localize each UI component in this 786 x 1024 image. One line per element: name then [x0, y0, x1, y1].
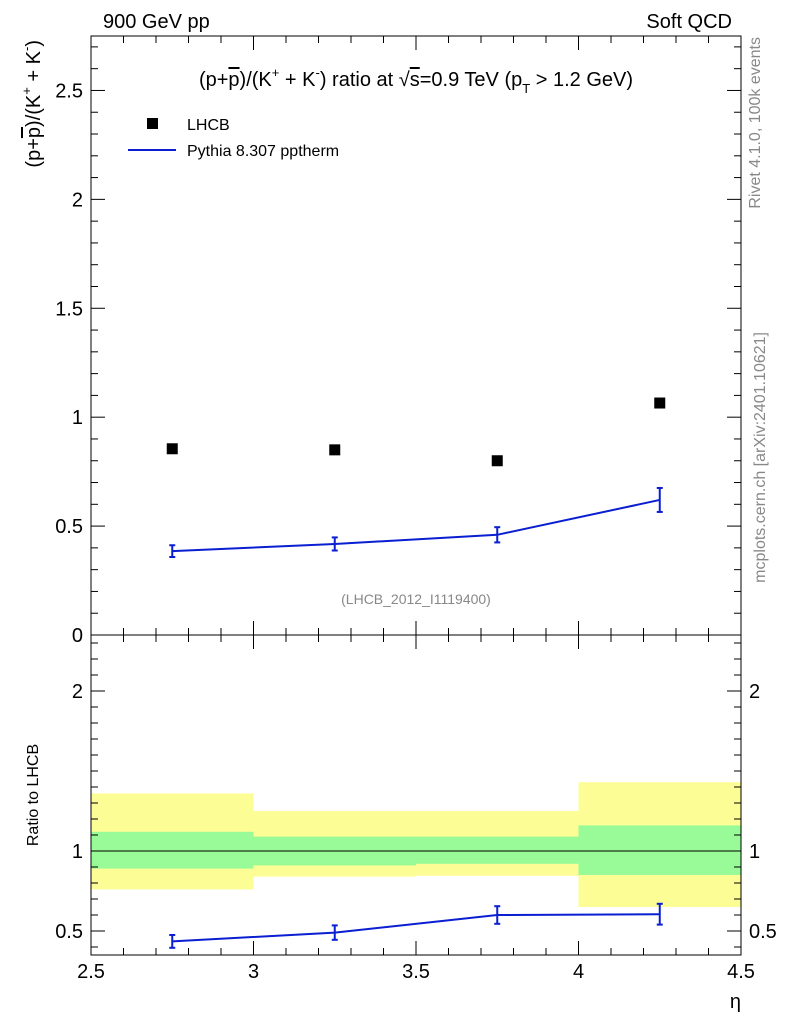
legend-label-pythia: Pythia 8.307 pptherm — [187, 143, 339, 160]
lhcb-point — [654, 397, 666, 409]
main-ylabel: (p+p)/(K+ + K-) — [19, 40, 45, 168]
mcplots-label: mcplots.cern.ch [arXiv:2401.10621] — [752, 332, 769, 583]
pbar: p — [228, 69, 239, 91]
main-ytick-label: 1.5 — [55, 298, 83, 320]
ratio-ytick-label-left: 0.5 — [55, 921, 83, 943]
ratio-xtick-label: 4.5 — [727, 961, 755, 983]
ratio-xtick-label: 3 — [248, 961, 259, 983]
header-right: Soft QCD — [646, 11, 732, 33]
main-ytick-label: 2.5 — [55, 80, 83, 102]
lhcb-point — [329, 444, 341, 456]
main-ytick-label: 0 — [72, 625, 83, 647]
main-ytick-label: 1 — [72, 407, 83, 429]
ratio-xtick-label: 2.5 — [77, 961, 105, 983]
ratio-ytick-label-left: 1 — [72, 841, 83, 863]
ratio-bands — [91, 782, 741, 907]
header-left: 900 GeV pp — [103, 11, 210, 33]
legend-label-lhcb: LHCB — [187, 117, 230, 134]
pythia-line — [172, 498, 660, 553]
main-panel: (p+p)/(K+ + K-) ratio at √s=0.9 TeV (pT … — [19, 35, 742, 647]
main-ytick-label: 2 — [72, 189, 83, 211]
ratio-xtick-label: 3.5 — [402, 961, 430, 983]
ratio-pythia-line — [172, 913, 660, 943]
lhcb-point — [491, 455, 503, 467]
ratio-ytick-label-right: 2 — [749, 681, 760, 703]
analysis-watermark: (LHCB_2012_I1119400) — [341, 591, 491, 607]
ratio-xtick-label: 4 — [573, 961, 584, 983]
ratio-ylabel: Ratio to LHCB — [25, 744, 42, 846]
x-axis-label: η — [730, 991, 741, 1013]
ratio-ytick-label-left: 2 — [72, 681, 83, 703]
ratio-ytick-label-right: 0.5 — [749, 921, 777, 943]
legend-marker-lhcb — [147, 118, 158, 129]
uncertainty-band-green — [91, 831, 254, 869]
ratio-panel: Ratio to LHCB η 0.5 0.5 1 1 2 2 2.5 3 3.5 4 4.5 — [25, 634, 777, 1013]
uncertainty-band-green — [416, 836, 579, 864]
main-series — [166, 397, 666, 559]
ratio-series — [169, 902, 663, 949]
lhcb-point — [166, 443, 178, 455]
rivet-label: Rivet 4.1.0, 100k events — [747, 37, 764, 209]
ratio-ytick-label-right: 1 — [749, 841, 760, 863]
main-ytick-label: 0.5 — [55, 516, 83, 538]
main-title: (p+p)/(K+ + K-) ratio at √s=0.9 TeV (pT … — [199, 65, 633, 96]
main-axis-ticks: 0 0.5 1 1.5 2 2.5 — [55, 36, 742, 647]
ratio-axis-ticks: 0.5 0.5 1 1 2 2 2.5 3 3.5 4 4.5 — [55, 635, 777, 983]
uncertainty-band-green — [578, 825, 741, 875]
